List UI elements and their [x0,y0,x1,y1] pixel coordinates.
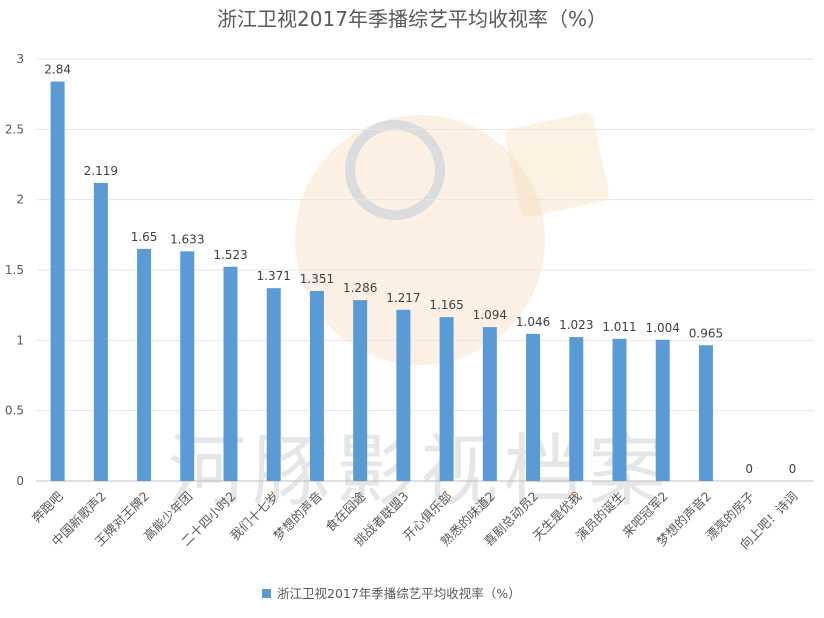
bar [482,327,497,481]
data-label: 2.119 [84,164,118,178]
y-tick-label: 1.5 [5,263,24,277]
data-label: 1.023 [559,318,593,332]
legend-swatch [262,589,271,598]
data-label: 1.046 [516,315,550,329]
bars [50,81,713,482]
data-label: 2.84 [44,63,71,77]
legend: 浙江卫视2017年季播综艺平均收视率（%） [262,586,521,601]
chart-title: 浙江卫视2017年季播综艺平均收视率（%） [217,7,607,31]
bar [655,339,670,481]
bar [698,345,713,481]
data-label: 1.371 [257,269,291,283]
data-label: 0 [745,462,753,476]
mascot-watermark [295,115,545,365]
y-tick-label: 2.5 [5,122,24,136]
bar [612,338,627,481]
gridlines [36,58,814,482]
bar [396,309,411,481]
y-tick-label: 1 [16,333,24,347]
legend-entry: 浙江卫视2017年季播综艺平均收视率（%） [277,586,521,601]
data-label: 0.965 [689,326,723,340]
x-tick-label: 奔跑吧 [29,488,66,525]
watermark-text: 河豚影视档案 [168,427,672,517]
y-axis: 0 0.5 1 1.5 2 2.5 3 [5,52,24,488]
watermark: 河豚影视档案 [168,113,672,517]
data-label: 1.633 [170,232,204,246]
bar [439,317,454,481]
data-label: 1.094 [473,308,507,322]
bar [137,248,152,481]
data-label: 1.65 [131,230,158,244]
file-watermark [505,113,609,217]
data-label: 0 [789,462,797,476]
bar [266,288,281,481]
bar [180,251,195,481]
y-tick-label: 2 [16,193,24,207]
bar [50,81,65,482]
magnifier-watermark [345,120,445,220]
data-label: 1.165 [429,298,463,312]
data-label: 1.523 [213,248,247,262]
bar [353,300,368,481]
data-labels: 2.84 2.119 1.65 1.633 1.523 1.371 1.351 1.286 1.… [44,63,796,476]
bar [309,290,324,481]
y-tick-label: 0.5 [5,404,24,418]
bar [526,333,541,481]
bar [93,182,108,481]
data-label: 1.217 [386,291,420,305]
bar [569,337,584,481]
data-label: 1.351 [300,272,334,286]
data-label: 1.011 [602,320,636,334]
data-label: 1.286 [343,281,377,295]
data-label: 1.004 [646,321,680,335]
y-tick-label: 3 [16,52,24,66]
y-tick-label: 0 [16,474,24,488]
bar [223,266,238,481]
